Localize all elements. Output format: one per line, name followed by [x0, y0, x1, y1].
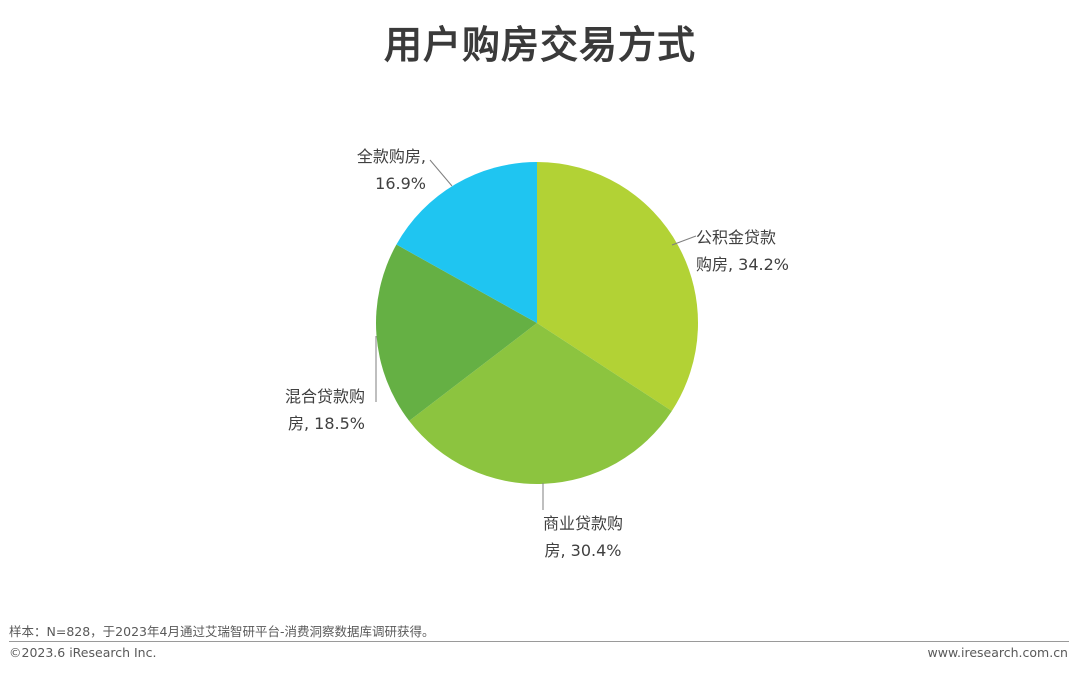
leader-line-4	[429, 159, 453, 187]
slice-label-line: 混合贷款购	[285, 387, 365, 406]
slice-label-3: 混合贷款购房, 18.5%	[285, 387, 365, 433]
website-link[interactable]: www.iresearch.com.cn	[927, 645, 1069, 660]
slice-label-line: 16.9%	[375, 174, 426, 193]
footer-divider	[9, 641, 1069, 642]
slice-label-line: 房, 30.4%	[544, 541, 621, 560]
slice-label-line: 公积金贷款	[696, 228, 776, 247]
copyright-text: ©2023.6 iResearch Inc.	[9, 645, 157, 660]
source-note: 样本：N=828，于2023年4月通过艾瑞智研平台-消费洞察数据库调研获得。	[9, 624, 435, 639]
pie-slice-1	[537, 162, 699, 411]
pie-slice-2	[409, 323, 672, 485]
slice-label-4: 全款购房, 16.9%	[357, 147, 426, 193]
slice-label-line: 商业贷款购	[543, 514, 623, 533]
slice-label-line: 房, 18.5%	[288, 414, 365, 433]
pie-slice-3	[375, 244, 537, 421]
slice-label-1: 公积金贷款购房, 34.2%	[696, 228, 789, 274]
slice-label-line: 购房, 34.2%	[696, 255, 789, 274]
chart-title: 用户购房交易方式	[383, 23, 696, 67]
pie-slice-4	[396, 162, 537, 323]
slice-label-line: 全款购房,	[357, 147, 426, 166]
leader-line-1	[671, 235, 697, 246]
slice-label-2: 商业贷款购房, 30.4%	[543, 514, 623, 560]
